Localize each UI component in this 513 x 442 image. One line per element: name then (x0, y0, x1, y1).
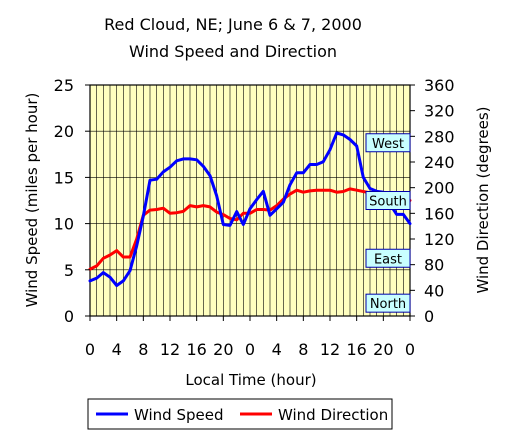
legend-label-wind-speed: Wind Speed (134, 406, 224, 424)
wind-speed-line (88, 131, 412, 287)
plot-area (89, 84, 411, 317)
direction-label-west: West (365, 133, 411, 153)
y2-tick-label: 80 (424, 256, 444, 275)
y2-tick-label: 0 (424, 307, 434, 326)
x-tick-label: 20 (373, 340, 393, 359)
x-tick-label: 20 (213, 340, 233, 359)
y2-tick-label: 160 (424, 204, 455, 223)
direction-label-south-box (365, 191, 411, 210)
direction-label-south: South (365, 191, 411, 210)
legend-box (87, 398, 393, 430)
y2-tick-label: 320 (424, 102, 455, 121)
direction-label-east-box (365, 248, 411, 268)
y-tick-label: 15 (54, 168, 74, 187)
direction-label-west-text: West (372, 137, 404, 152)
x-axis-label: Local Time (hour) (185, 371, 316, 389)
direction-label-south-text: South (369, 195, 407, 210)
x-tick-label: 12 (320, 340, 340, 359)
x-tick-label: 8 (298, 340, 308, 359)
direction-label-east: East (365, 248, 411, 268)
direction-label-north: North (365, 293, 411, 313)
series-lines (88, 131, 412, 287)
chart-subtitle: Wind Speed and Direction (129, 42, 337, 61)
legend: Wind Speed Wind Direction (87, 398, 393, 430)
x-tick-label: 16 (186, 340, 206, 359)
y2-tick-label: 360 (424, 76, 455, 95)
y2-tick-label: 200 (424, 179, 455, 198)
y2-axis-label: Wind Direction (degrees) (474, 106, 492, 293)
direction-label-west-box (365, 133, 411, 153)
direction-label-north-text: North (370, 297, 406, 312)
y-tick-label: 5 (64, 261, 74, 280)
x-tick-label: 4 (112, 340, 122, 359)
chart-title: Red Cloud, NE; June 6 & 7, 2000 (104, 15, 362, 34)
y2-tick-label: 240 (424, 153, 455, 172)
y2-tick-label: 280 (424, 127, 455, 146)
y-tick-label: 25 (54, 76, 74, 95)
legend-label-wind-direction: Wind Direction (278, 406, 388, 424)
direction-label-east-text: East (374, 252, 402, 267)
x-tick-label: 0 (85, 340, 95, 359)
y-axis-label: Wind Speed (miles per hour) (23, 93, 41, 308)
direction-labels: West South East North (365, 133, 411, 313)
y-tick-label: 20 (54, 122, 74, 141)
y2-tick-label: 40 (424, 281, 444, 300)
x-tick-label: 8 (138, 340, 148, 359)
y-tick-label: 10 (54, 215, 74, 234)
y2-tick-label: 120 (424, 230, 455, 249)
x-tick-label: 0 (405, 340, 415, 359)
x-tick-label: 12 (160, 340, 180, 359)
direction-label-north-box (365, 293, 411, 313)
y-tick-label: 0 (64, 307, 74, 326)
x-tick-label: 4 (272, 340, 282, 359)
x-tick-label: 16 (346, 340, 366, 359)
x-tick-label: 0 (245, 340, 255, 359)
